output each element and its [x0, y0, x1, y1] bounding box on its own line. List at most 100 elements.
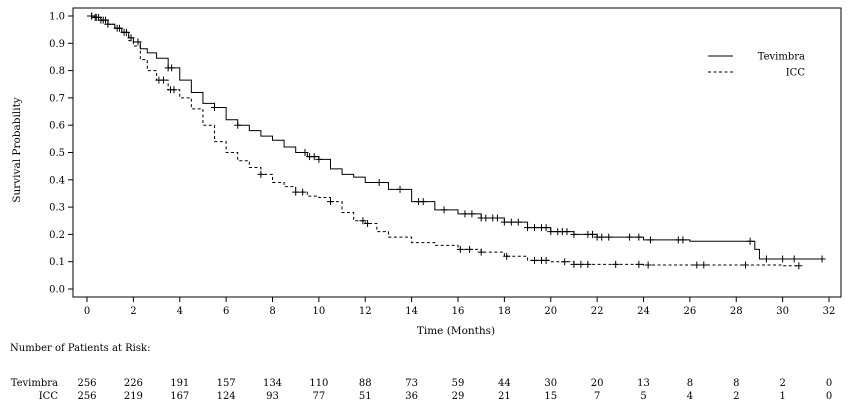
censor-mark-tevimbra	[626, 233, 634, 241]
censor-mark-tevimbra	[315, 155, 323, 163]
risk-count: 226	[124, 378, 143, 389]
censor-mark-icc	[92, 13, 100, 21]
censor-mark-icc	[612, 260, 620, 268]
x-tick-label: 28	[730, 306, 743, 317]
censor-mark-icc	[570, 260, 578, 268]
censor-mark-icc	[88, 12, 96, 20]
y-tick-label: 0.4	[49, 175, 65, 186]
censor-mark-tevimbra	[570, 230, 578, 238]
censor-mark-icc	[635, 260, 643, 268]
censor-mark-icc	[577, 260, 585, 268]
series-line-icc	[87, 15, 799, 267]
censor-mark-tevimbra	[168, 64, 176, 72]
risk-count: 0	[826, 391, 832, 401]
y-tick-label: 0.8	[49, 66, 65, 77]
x-tick-label: 30	[776, 306, 789, 317]
censor-mark-tevimbra	[531, 224, 539, 232]
risk-count: 51	[359, 391, 372, 401]
censor-mark-tevimbra	[524, 224, 532, 232]
risk-count: 73	[405, 378, 418, 389]
censor-mark-tevimbra	[310, 153, 318, 161]
censor-mark-tevimbra	[507, 218, 515, 226]
censor-mark-tevimbra	[127, 34, 135, 42]
censor-mark-icc	[693, 261, 701, 269]
risk-count: 256	[77, 378, 96, 389]
y-tick-label: 0.9	[49, 39, 65, 50]
risk-count: 93	[266, 391, 279, 401]
censor-mark-icc	[113, 24, 121, 32]
censor-mark-tevimbra	[104, 20, 112, 28]
censor-mark-tevimbra	[440, 206, 448, 214]
censor-mark-tevimbra	[588, 230, 596, 238]
x-tick-label: 20	[544, 306, 557, 317]
risk-row-label: Tevimbra	[11, 378, 58, 389]
x-tick-label: 26	[684, 306, 697, 317]
censor-mark-tevimbra	[301, 149, 309, 156]
y-axis-ticks: 0.0 0.1 0.2 0.3 0.4 0.5 0.6 0.7 0.8 0.9 1.0	[49, 12, 73, 296]
censor-mark-icc	[477, 248, 485, 256]
risk-count: 191	[170, 378, 189, 389]
risk-count: 20	[591, 378, 604, 389]
risk-count: 219	[124, 391, 143, 401]
risk-count: 1	[779, 391, 785, 401]
censor-mark-tevimbra	[234, 121, 242, 129]
x-tick-label: 4	[177, 306, 183, 317]
survival-curves	[87, 15, 823, 267]
y-tick-label: 0.7	[49, 93, 65, 104]
censor-mark-tevimbra	[605, 233, 613, 241]
censor-mark-tevimbra	[134, 38, 142, 46]
censor-mark-tevimbra	[547, 228, 555, 236]
x-tick-label: 8	[269, 306, 275, 317]
censor-mark-icc	[503, 252, 511, 260]
censor-mark-icc	[170, 86, 178, 94]
plot-area-border	[72, 7, 842, 298]
risk-count: 157	[217, 378, 236, 389]
censor-mark-icc	[466, 245, 474, 253]
censor-mark-tevimbra	[779, 255, 787, 263]
censor-mark-icc	[326, 198, 334, 206]
censor-mark-tevimbra	[493, 214, 501, 222]
risk-count: 256	[77, 391, 96, 401]
risk-count: 21	[498, 391, 511, 401]
risk-count: 8	[733, 378, 739, 389]
y-tick-label: 0.6	[49, 121, 65, 132]
y-axis-label: Survival Probability	[11, 97, 23, 203]
risk-count: 134	[263, 378, 282, 389]
censor-mark-icc	[102, 16, 110, 24]
censor-mark-icc	[644, 261, 652, 269]
censor-mark-icc	[292, 188, 300, 196]
censor-mark-icc	[257, 170, 265, 178]
legend: Tevimbra ICC	[708, 52, 805, 79]
y-tick-label: 0.2	[49, 230, 65, 241]
risk-row-label: ICC	[39, 391, 59, 401]
censor-mark-icc	[364, 219, 372, 227]
censor-mark-tevimbra	[514, 218, 522, 226]
censor-mark-icc	[160, 76, 168, 84]
risk-count: 110	[309, 378, 328, 389]
plot-frame	[72, 7, 842, 298]
risk-count: 88	[359, 378, 372, 389]
x-tick-label: 10	[313, 306, 326, 317]
risk-count: 36	[405, 391, 418, 401]
risk-count: 124	[217, 391, 236, 401]
censor-mark-tevimbra	[818, 255, 826, 263]
censor-mark-tevimbra	[635, 233, 643, 241]
x-tick-label: 16	[452, 306, 465, 317]
censor-mark-tevimbra	[500, 218, 508, 226]
censor-mark-tevimbra	[790, 255, 798, 263]
x-tick-label: 6	[223, 306, 229, 317]
risk-count: 59	[452, 378, 465, 389]
x-tick-label: 24	[637, 306, 650, 317]
x-tick-label: 22	[591, 306, 604, 317]
risk-count: 77	[313, 391, 326, 401]
censor-mark-icc	[299, 188, 307, 196]
censor-mark-tevimbra	[646, 236, 654, 244]
censor-mark-tevimbra	[396, 185, 404, 193]
x-axis-ticks: 0 2 4 6 8 10 12 14 16 18 20 22 24 26 28 30 32	[84, 297, 835, 317]
risk-count: 7	[594, 391, 600, 401]
censor-mark-icc	[795, 262, 803, 270]
y-tick-label: 0.3	[49, 203, 65, 214]
series-line-tevimbra	[87, 15, 823, 260]
censor-mark-tevimbra	[598, 233, 606, 241]
